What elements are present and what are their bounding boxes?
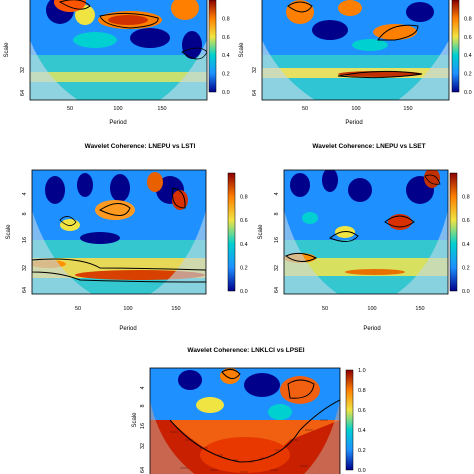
panel-3-colorbar-tick: 0.2 xyxy=(240,265,248,271)
panel-5-colorbar-tick: 0.0 xyxy=(358,468,366,474)
panel-3-y-tick: 16 xyxy=(22,237,28,243)
panel-1-heatmap xyxy=(30,0,207,100)
panel-5-y-label: Scale xyxy=(132,412,138,428)
panel-1-x-tick: 150 xyxy=(157,106,166,112)
panel-1-y-tick: 32 xyxy=(20,67,26,73)
panel-2-colorbar-tick: 0.2 xyxy=(464,72,472,78)
panel-3-y-label: Scale xyxy=(6,224,12,240)
panel-5-y-tick: 64 xyxy=(140,467,146,473)
panel-1 xyxy=(29,0,217,101)
panel-3-x-tick: 150 xyxy=(171,306,180,312)
panel-3-x-tick: 100 xyxy=(123,306,132,312)
panel-4-colorbar-tick: 0.0 xyxy=(462,289,470,295)
panel-5 xyxy=(149,367,354,474)
panel-5-colorbar-tick: 0.4 xyxy=(358,428,366,434)
panel-2-y-label: Scale xyxy=(239,42,245,58)
panel-1-x-label: Period xyxy=(109,120,126,126)
panel-4-y-tick: 16 xyxy=(274,237,280,243)
panel-5-y-tick: 32 xyxy=(140,443,146,449)
panel-4-colorbar-tick: 0.6 xyxy=(462,218,470,224)
panel-1-colorbar-tick: 0.2 xyxy=(222,72,230,78)
panel-1-x-tick: 100 xyxy=(113,106,122,112)
panel-4-colorbar-tick: 0.2 xyxy=(462,265,470,271)
panel-4-y-tick: 64 xyxy=(274,287,280,293)
panel-4-y-tick: 32 xyxy=(274,265,280,271)
panel-3-title: Wavelet Coherence: LNEPU vs LSTI xyxy=(85,143,196,150)
panel-1-colorbar-tick: 0.4 xyxy=(222,53,230,59)
panel-3-colorbar-tick: 0.0 xyxy=(240,289,248,295)
panel-5-heatmap xyxy=(150,368,340,474)
panel-3-heatmap xyxy=(32,170,206,294)
panel-4-y-tick: 4 xyxy=(274,192,280,195)
panel-2-x-tick: 150 xyxy=(403,106,412,112)
panel-2-colorbar-tick: 0.0 xyxy=(464,90,472,96)
panel-4-y-label: Scale xyxy=(258,224,264,240)
panel-4-title: Wavelet Coherence: LNEPU vs LSET xyxy=(312,143,425,150)
panel-4-colorbar xyxy=(449,172,458,292)
panel-3-colorbar-tick: 0.6 xyxy=(240,218,248,224)
panel-3-y-tick: 4 xyxy=(22,192,28,195)
panel-1-y-label: Scale xyxy=(4,42,10,58)
panel-2-colorbar xyxy=(451,0,460,93)
panel-3-x-tick: 50 xyxy=(75,306,81,312)
panel-5-colorbar-tick: 0.2 xyxy=(358,448,366,454)
panel-3-colorbar-tick: 0.8 xyxy=(240,195,248,201)
panel-2-y-tick: 64 xyxy=(252,90,258,96)
panel-3-y-tick: 32 xyxy=(22,265,28,271)
panel-1-colorbar-tick: 0.8 xyxy=(222,16,230,22)
panel-4-x-tick: 50 xyxy=(322,306,328,312)
panel-4-x-label: Period xyxy=(363,326,380,332)
panel-1-y-tick: 64 xyxy=(20,90,26,96)
panel-5-title: Wavelet Coherence: LNKLCI vs LPSEI xyxy=(187,347,304,354)
panel-2-x-tick: 50 xyxy=(302,106,308,112)
phase-arrows xyxy=(170,419,328,473)
panel-3-y-tick: 8 xyxy=(22,212,28,215)
panel-5-colorbar-tick: 0.6 xyxy=(358,408,366,414)
panel-5-colorbar-tick: 1.0 xyxy=(358,368,366,374)
panel-2-x-tick: 100 xyxy=(351,106,360,112)
panel-1-colorbar xyxy=(208,0,217,93)
panel-3-x-label: Period xyxy=(119,326,136,332)
panel-5-y-tick: 16 xyxy=(140,423,146,429)
panel-3-colorbar-tick: 0.4 xyxy=(240,242,248,248)
panel-5-y-tick: 8 xyxy=(140,404,146,407)
text-layer: Scale Period 50 100 150 32 64 0.8 0.6 0.4 0.2 0.0 Sc… xyxy=(4,16,472,474)
panel-1-colorbar-tick: 0.0 xyxy=(222,90,230,96)
panel-2-colorbar-tick: 0.6 xyxy=(464,35,472,41)
panel-1-x-tick: 50 xyxy=(67,106,73,112)
panel-4-heatmap xyxy=(284,170,448,294)
panel-5-y-tick: 4 xyxy=(140,386,146,389)
panel-4-colorbar-tick: 0.8 xyxy=(462,195,470,201)
panel-2 xyxy=(261,0,460,101)
panel-2-colorbar-tick: 0.4 xyxy=(464,53,472,59)
panel-5-colorbar-tick: 0.8 xyxy=(358,388,366,394)
panel-3-colorbar xyxy=(227,172,236,292)
panel-4-x-tick: 100 xyxy=(367,306,376,312)
panel-1-colorbar-tick: 0.6 xyxy=(222,35,230,41)
panel-3-y-tick: 64 xyxy=(22,287,28,293)
panel-2-x-label: Period xyxy=(345,120,362,126)
panel-4-x-tick: 150 xyxy=(415,306,424,312)
panel-5-colorbar xyxy=(345,369,354,471)
panel-2-y-tick: 32 xyxy=(252,67,258,73)
panel-4 xyxy=(283,169,458,295)
panel-4-colorbar-tick: 0.4 xyxy=(462,242,470,248)
panel-2-colorbar-tick: 0.8 xyxy=(464,16,472,22)
panel-4-y-tick: 8 xyxy=(274,212,280,215)
panel-3 xyxy=(31,169,236,295)
panel-2-heatmap xyxy=(262,0,449,100)
